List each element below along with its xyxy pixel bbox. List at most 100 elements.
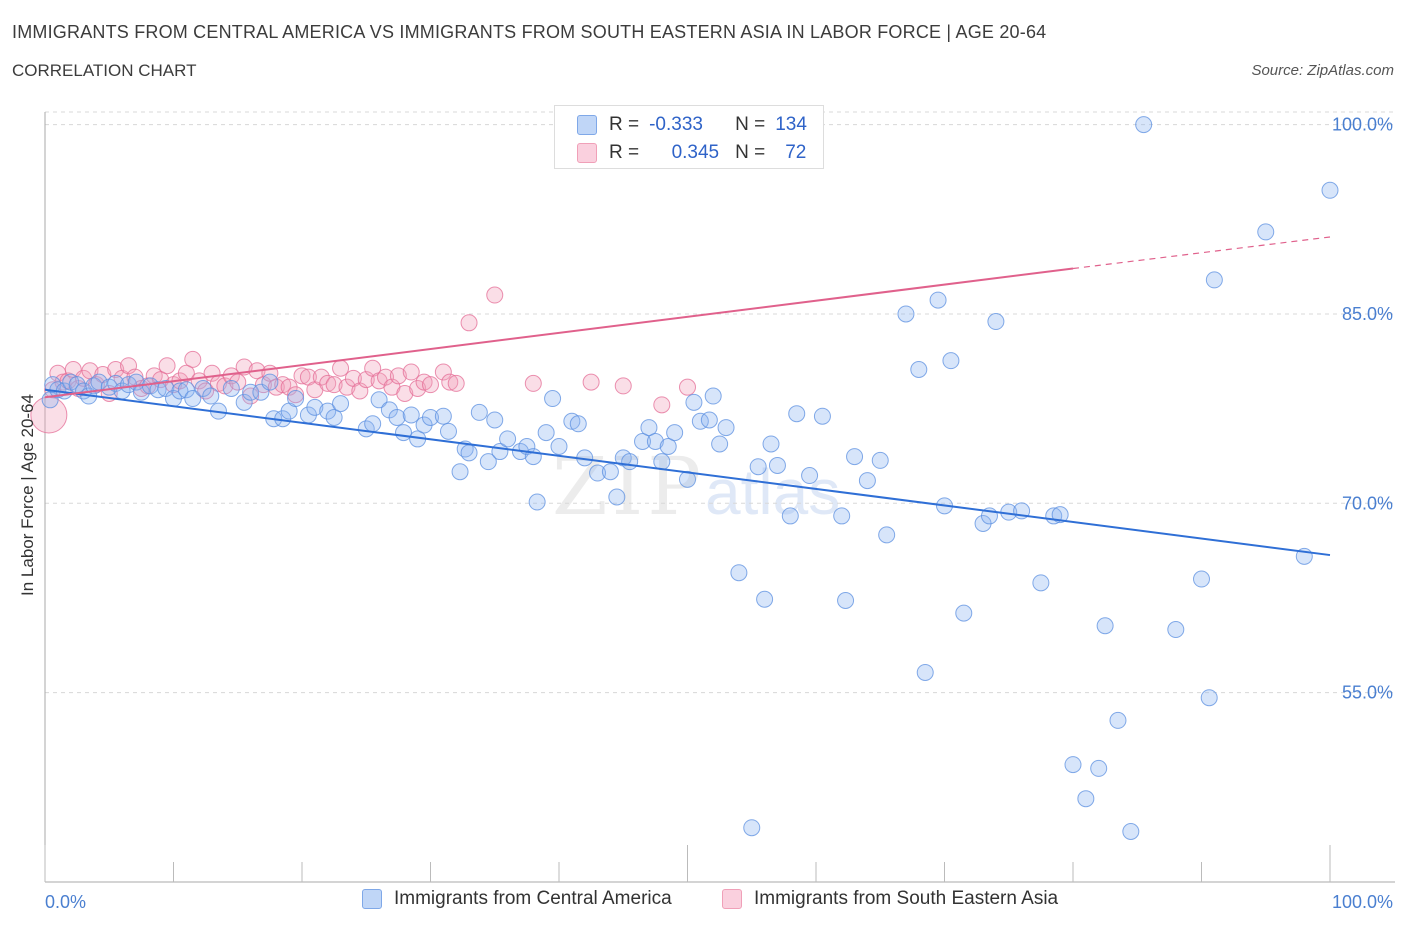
data-point xyxy=(1109,711,1127,729)
data-point xyxy=(653,453,671,471)
data-point xyxy=(897,305,915,323)
data-point xyxy=(858,472,876,490)
data-point xyxy=(691,412,709,430)
data-point xyxy=(319,402,337,420)
data-point xyxy=(621,453,639,471)
data-point xyxy=(1090,759,1108,777)
data-point xyxy=(222,379,240,397)
data-point xyxy=(1096,617,1114,635)
data-point xyxy=(916,663,934,681)
data-point xyxy=(768,456,786,474)
stats-n-value: 72 xyxy=(785,142,807,163)
data-point xyxy=(434,363,452,381)
y-tick-label: 55.0% xyxy=(1342,683,1393,703)
data-point xyxy=(422,376,439,394)
data-point xyxy=(370,391,388,409)
stats-r-label: R = xyxy=(609,114,640,135)
data-point xyxy=(388,408,406,426)
data-point xyxy=(1051,506,1069,524)
data-point xyxy=(235,393,253,411)
data-point xyxy=(460,444,478,462)
data-point xyxy=(550,438,568,456)
stats-n-value: 134 xyxy=(775,114,807,135)
stats-r-label: R = xyxy=(609,142,640,163)
chart-subtitle: CORRELATION CHART xyxy=(12,61,197,80)
data-point xyxy=(679,470,696,488)
y-tick-label: 70.0% xyxy=(1342,493,1393,513)
legend-label: Immigrants from Central America xyxy=(394,888,672,909)
x-tick-label: 100.0% xyxy=(1332,892,1393,912)
data-point xyxy=(499,430,517,448)
data-point xyxy=(1122,823,1140,841)
data-point xyxy=(447,374,465,392)
y-tick-labels: 100.0% 85.0% 70.0% 55.0% xyxy=(1332,115,1393,703)
stats-swatch-blue xyxy=(577,115,597,135)
data-point xyxy=(700,411,718,429)
data-point xyxy=(470,403,488,421)
data-point xyxy=(730,564,748,582)
data-point xyxy=(544,390,562,408)
data-point xyxy=(601,463,619,481)
data-point xyxy=(332,359,350,377)
data-point xyxy=(788,405,806,423)
legend: Immigrants from Central America Immigran… xyxy=(0,888,1406,918)
data-point xyxy=(389,367,407,385)
data-point xyxy=(177,381,195,399)
data-point xyxy=(781,507,799,525)
trend-line xyxy=(44,388,1331,557)
data-point xyxy=(871,451,889,469)
stats-row-blue: R = -0.333 N = 134 xyxy=(577,112,807,138)
series-pink-points xyxy=(30,286,696,434)
legend-label: Immigrants from South Eastern Asia xyxy=(754,888,1059,909)
data-point xyxy=(1205,271,1223,289)
stats-swatch-pink xyxy=(577,143,597,163)
data-point xyxy=(197,382,215,400)
data-point xyxy=(242,383,260,401)
trend-line-extension xyxy=(1072,236,1331,270)
data-point xyxy=(184,390,202,408)
data-point xyxy=(434,407,452,425)
data-point xyxy=(402,406,420,424)
data-point xyxy=(486,286,504,304)
data-point xyxy=(439,422,457,440)
data-point xyxy=(402,363,420,381)
data-point xyxy=(377,368,395,386)
y-tick-label: 85.0% xyxy=(1342,304,1393,324)
data-point xyxy=(846,448,864,466)
data-point xyxy=(659,438,677,456)
data-point xyxy=(261,373,279,391)
data-point xyxy=(704,387,722,405)
data-point xyxy=(325,376,343,394)
data-point xyxy=(666,424,684,442)
data-point xyxy=(837,592,855,610)
data-point xyxy=(338,378,356,396)
data-point xyxy=(528,493,546,511)
data-point xyxy=(608,488,626,506)
data-point xyxy=(1064,756,1082,774)
data-point xyxy=(312,368,330,386)
stats-r-value: -0.333 xyxy=(649,114,703,135)
data-point xyxy=(640,419,658,437)
data-point xyxy=(762,435,780,453)
stats-n-label: N = xyxy=(735,114,766,135)
legend-item-central-america[interactable]: Immigrants from Central America xyxy=(362,888,672,910)
data-point xyxy=(319,374,337,392)
data-point xyxy=(685,393,703,411)
stats-row-pink: R = 0.345 N = 72 xyxy=(577,140,806,166)
data-point xyxy=(801,467,819,485)
data-point xyxy=(1257,223,1275,241)
series-blue-points xyxy=(41,116,1339,841)
data-point xyxy=(287,390,305,408)
data-point xyxy=(910,361,928,379)
data-point xyxy=(107,361,125,379)
data-point xyxy=(743,819,761,837)
data-point xyxy=(409,379,427,397)
data-point xyxy=(679,378,696,396)
chart-title: IMMIGRANTS FROM CENTRAL AMERICA VS IMMIG… xyxy=(12,22,1047,42)
data-point xyxy=(646,432,664,450)
data-point xyxy=(634,432,652,450)
data-point xyxy=(325,408,343,426)
source-label: Source: ZipAtlas.com xyxy=(1251,62,1394,79)
legend-item-south-eastern-asia[interactable]: Immigrants from South Eastern Asia xyxy=(722,888,1058,910)
